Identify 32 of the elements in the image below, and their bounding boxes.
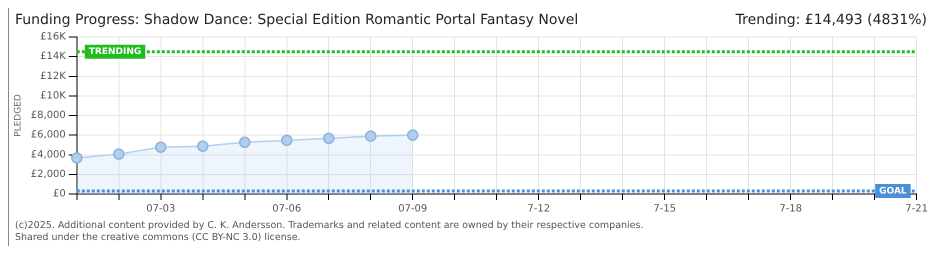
point bbox=[155, 141, 167, 153]
point bbox=[239, 136, 251, 148]
y-tick-label: £8,000 bbox=[30, 110, 66, 122]
ref-line-label: GOAL bbox=[879, 186, 907, 196]
point bbox=[323, 132, 334, 144]
x-tick-label: 7-18 bbox=[779, 204, 802, 215]
x-tick-label: 7-15 bbox=[653, 204, 676, 215]
point bbox=[406, 129, 418, 141]
point bbox=[197, 140, 209, 152]
y-tick-label: £6,000 bbox=[30, 130, 66, 141]
point bbox=[71, 152, 83, 164]
x-tick-label: 07-03 bbox=[146, 204, 176, 215]
chart-title: Funding Progress: Shadow Dance: Special Edition Romantic Portal Fantasy Novel bbox=[15, 12, 578, 28]
point bbox=[113, 148, 125, 160]
point bbox=[281, 134, 293, 146]
y-tick-label: £16K bbox=[40, 32, 66, 43]
y-tick-label: £10K bbox=[40, 90, 66, 102]
y-tick-label: £2,000 bbox=[30, 168, 66, 180]
x-tick-label: 07-06 bbox=[272, 204, 302, 215]
text: (c)2025. Additional content provided by C. K. Andersson. Trademarks and related content are owned by their respective companies. bbox=[15, 220, 644, 232]
y-tick-label: £4,000 bbox=[30, 149, 66, 160]
x-tick-label: 7-12 bbox=[527, 204, 550, 215]
ref-line-label: TRENDING bbox=[88, 47, 142, 58]
y-tick-label: £12K bbox=[40, 70, 66, 82]
y-tick-label: £0 bbox=[53, 188, 66, 200]
chart-subtitle: Trending: £14,493 (4831%) bbox=[736, 12, 927, 28]
point bbox=[364, 130, 376, 142]
x-tick-label: 07-09 bbox=[398, 204, 428, 215]
x-tick-label: 7-21 bbox=[905, 204, 928, 215]
y-axis-title: PLEDGED bbox=[14, 94, 24, 137]
y-tick-label: £14K bbox=[40, 51, 66, 62]
text: Shared under the creative commons (CC BY-NC 3.0) license. bbox=[15, 232, 302, 244]
